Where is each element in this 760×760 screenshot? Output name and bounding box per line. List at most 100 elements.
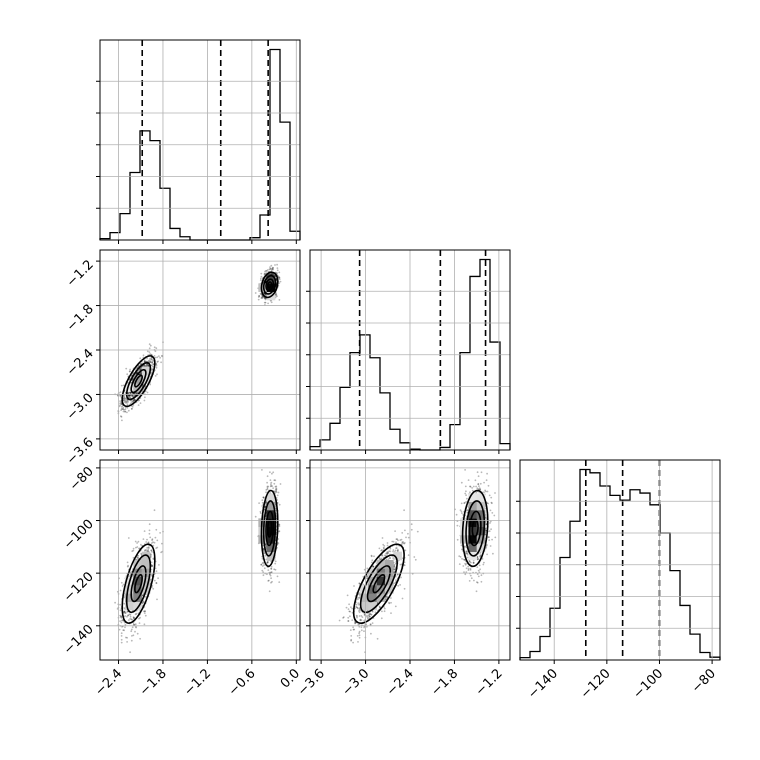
sample-point	[138, 547, 140, 550]
sample-point	[143, 612, 146, 614]
sample-point	[272, 471, 275, 474]
sample-point	[118, 405, 121, 408]
panel-1-0	[114, 263, 282, 422]
sample-point	[268, 590, 271, 593]
sample-point	[266, 573, 268, 576]
sample-point	[370, 554, 373, 557]
density-cell	[133, 576, 142, 586]
sample-point	[134, 630, 136, 633]
sample-point	[137, 554, 140, 557]
sample-point	[153, 579, 156, 582]
sample-point	[275, 293, 277, 296]
sample-point	[271, 266, 274, 269]
sample-point	[278, 271, 281, 274]
sample-point	[396, 538, 399, 541]
sample-point	[119, 394, 122, 397]
sample-point	[371, 622, 374, 624]
panel-2-1	[338, 469, 497, 654]
density-cell	[133, 560, 142, 569]
sample-point	[275, 294, 277, 297]
sample-point	[129, 370, 131, 372]
sample-point	[150, 357, 153, 360]
sample-point	[263, 567, 266, 570]
sample-point	[278, 276, 281, 279]
sample-point	[128, 396, 131, 398]
sample-point	[155, 366, 158, 369]
sample-point	[266, 475, 269, 478]
density-cell	[141, 551, 151, 561]
sample-point	[122, 583, 125, 586]
sample-point	[270, 483, 272, 486]
sample-point	[150, 353, 153, 356]
sample-point	[149, 361, 152, 363]
sample-point	[144, 360, 146, 362]
panel-2-0	[114, 469, 282, 673]
sample-point	[116, 608, 119, 610]
grid-vertical	[118, 460, 297, 660]
sample-point	[278, 523, 281, 526]
sample-point	[277, 275, 280, 278]
contour-1-0	[260, 271, 279, 299]
contour-0-3	[134, 374, 143, 388]
sample-point	[260, 293, 263, 296]
sample-point	[275, 491, 278, 494]
sample-point	[125, 397, 127, 400]
sample-point	[269, 574, 272, 577]
sample-point	[123, 610, 126, 613]
sample-point	[145, 541, 148, 543]
sample-point	[143, 365, 146, 367]
sample-point	[265, 297, 267, 300]
sample-point	[120, 581, 123, 584]
sample-point	[129, 392, 132, 394]
sample-point	[146, 364, 149, 367]
density-cell	[141, 560, 151, 569]
sample-point	[278, 581, 281, 583]
sample-point	[138, 368, 141, 371]
sample-point	[120, 406, 123, 408]
sample-point	[155, 570, 158, 573]
sample-point	[258, 294, 260, 297]
sample-point	[278, 503, 281, 506]
sample-point	[125, 671, 127, 673]
sample-point	[355, 603, 358, 606]
sample-point	[278, 299, 281, 301]
sample-point	[393, 582, 396, 585]
density-cell	[125, 601, 134, 611]
sample-point	[363, 630, 365, 633]
sample-point	[124, 626, 126, 629]
sample-point	[352, 626, 354, 629]
sample-point	[126, 565, 129, 568]
sample-point	[142, 610, 145, 613]
sample-point	[146, 538, 148, 541]
sample-point	[139, 402, 142, 404]
sample-point	[404, 549, 407, 552]
sample-point	[131, 406, 134, 408]
sample-point	[358, 582, 361, 585]
sample-point	[264, 297, 266, 300]
sample-point	[128, 395, 131, 397]
sample-point	[257, 298, 260, 301]
sample-point	[410, 528, 413, 531]
sample-point	[148, 351, 151, 353]
sample-point	[132, 549, 135, 552]
sample-point	[132, 400, 135, 403]
sample-point	[125, 636, 127, 639]
sample-point	[278, 525, 281, 528]
sample-point	[128, 370, 131, 373]
sample-point	[261, 569, 264, 572]
sample-point	[276, 263, 278, 266]
sample-point	[269, 268, 272, 270]
sample-point	[143, 364, 146, 367]
sample-point	[262, 574, 265, 577]
sample-point	[380, 549, 383, 552]
sample-point	[274, 490, 277, 493]
sample-point	[123, 610, 126, 613]
sample-point	[148, 343, 151, 346]
sample-point	[124, 400, 127, 403]
sample-point	[390, 601, 392, 604]
sample-point	[271, 272, 274, 275]
sample-point	[346, 594, 349, 597]
sample-point	[272, 267, 275, 269]
density-cell	[258, 518, 267, 527]
sample-point	[155, 363, 158, 365]
